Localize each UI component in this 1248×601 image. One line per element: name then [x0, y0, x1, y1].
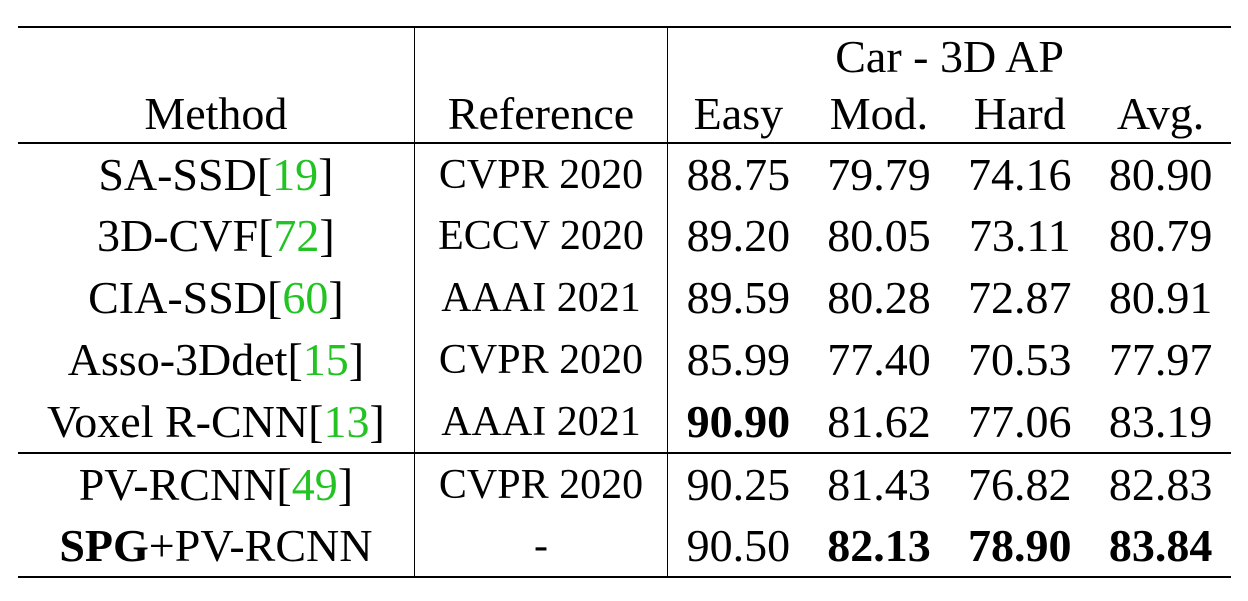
avg-cell: 80.79: [1108, 210, 1213, 261]
hard-cell: 74.16: [949, 142, 1091, 205]
group-header-car-3d-ap: Car - 3D AP: [667, 26, 1231, 85]
mod-cell: 81.62: [827, 395, 931, 447]
mod-cell: 81.43: [808, 452, 950, 515]
table-row: Asso-3Ddet[15] CVPR 2020 85.99 77.40 70.…: [18, 329, 1231, 391]
table-row: SA-SSD[19] CVPR 2020 88.75 79.79 74.16 8…: [18, 142, 1231, 205]
header-reference: Reference: [413, 85, 668, 143]
avg-cell: 83.19: [1108, 395, 1213, 447]
reference-cell: ECCV 2020: [413, 205, 668, 267]
easy-cell: 90.50: [667, 515, 809, 578]
reference-cell: AAAI 2021: [413, 267, 668, 329]
mod-cell: 77.40: [827, 334, 931, 385]
easy-cell: 90.90: [667, 391, 809, 453]
avg-cell: 80.90: [1090, 142, 1231, 205]
method-cell: CIA-SSD[60]: [88, 272, 344, 323]
hard-cell: 78.90: [949, 515, 1091, 578]
hard-cell: 70.53: [968, 334, 1072, 385]
reference-cell: AAAI 2021: [413, 391, 668, 453]
reference-cell: CVPR 2020: [413, 452, 668, 515]
avg-cell: 80.91: [1108, 272, 1213, 323]
method-cell: PV-RCNN[49]: [18, 452, 415, 515]
citation-link[interactable]: 19: [272, 148, 319, 200]
hard-cell: 76.82: [949, 452, 1091, 515]
header-method: Method: [144, 87, 288, 139]
mod-cell: 82.13: [808, 515, 950, 578]
empty-header-cell: [413, 26, 668, 85]
method-name-bold: SPG: [59, 519, 149, 571]
mod-cell: 80.28: [827, 272, 931, 323]
table-row: CIA-SSD[60] AAAI 2021 89.59 80.28 72.87 …: [18, 267, 1231, 329]
reference-cell: CVPR 2020: [413, 329, 668, 391]
header-mod: Mod.: [829, 87, 929, 139]
method-cell: Voxel R-CNN[13]: [47, 395, 385, 447]
reference-cell: CVPR 2020: [413, 142, 668, 205]
header-easy: Easy: [667, 85, 809, 143]
citation-link[interactable]: 15: [302, 334, 349, 385]
table-row: PV-RCNN[49] CVPR 2020 90.25 81.43 76.82 …: [18, 452, 1231, 515]
citation-link[interactable]: 60: [282, 272, 329, 323]
results-table: Car - 3D AP Method Reference Easy Mod. H…: [18, 26, 1231, 578]
citation-link[interactable]: 13: [323, 395, 370, 447]
method-cell: SA-SSD[19]: [18, 142, 415, 205]
hard-cell: 77.06: [968, 395, 1072, 447]
hard-cell: 72.87: [968, 272, 1072, 323]
citation-link[interactable]: 72: [273, 210, 320, 261]
table-row: SPG+PV-RCNN - 90.50 82.13 78.90 83.84: [18, 515, 1231, 578]
table-row: Voxel R-CNN[13] AAAI 2021 90.90 81.62 77…: [18, 391, 1231, 453]
header-hard: Hard: [973, 87, 1066, 139]
method-cell: SPG+PV-RCNN: [18, 515, 415, 578]
header-avg: Avg.: [1116, 87, 1205, 139]
avg-cell: 82.83: [1090, 452, 1231, 515]
mod-cell: 79.79: [808, 142, 950, 205]
method-cell: 3D-CVF[72]: [97, 210, 335, 261]
header-row-columns: Method Reference Easy Mod. Hard Avg.: [18, 85, 1231, 143]
easy-cell: 89.20: [667, 205, 809, 267]
easy-cell: 88.75: [667, 142, 809, 205]
hard-cell: 73.11: [968, 210, 1071, 261]
avg-cell: 83.84: [1090, 515, 1231, 578]
easy-cell: 89.59: [667, 267, 809, 329]
avg-cell: 77.97: [1108, 334, 1213, 385]
mod-cell: 80.05: [827, 210, 931, 261]
method-cell: Asso-3Ddet[15]: [67, 334, 365, 385]
citation-link[interactable]: 49: [291, 458, 338, 510]
easy-cell: 85.99: [667, 329, 809, 391]
empty-header-cell: [18, 26, 415, 85]
reference-cell: -: [413, 515, 668, 578]
easy-cell: 90.25: [667, 452, 809, 515]
table-row: 3D-CVF[72] ECCV 2020 89.20 80.05 73.11 8…: [18, 205, 1231, 267]
header-row-group: Car - 3D AP: [18, 26, 1231, 85]
